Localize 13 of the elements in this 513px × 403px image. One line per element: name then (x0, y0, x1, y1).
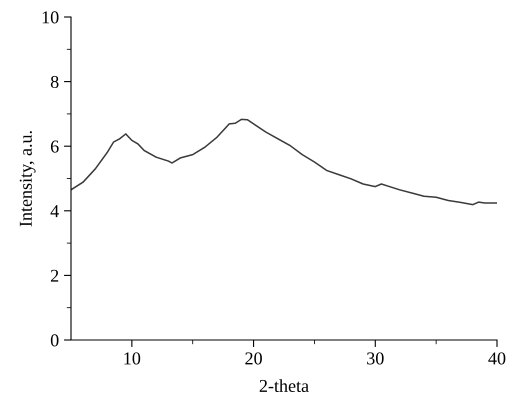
y-tick-label: 2 (50, 270, 58, 282)
y-tick-label: 6 (50, 140, 59, 153)
y-tick-label: 4 (50, 205, 59, 218)
x-tick-label: 20 (245, 352, 262, 365)
y-tick-label: 0 (50, 334, 59, 346)
x-axis-title: 2-theta (260, 379, 309, 392)
x-tick-label: 10 (124, 352, 140, 365)
y-axis-title: Intensity, a.u. (20, 131, 36, 226)
x-tick-label: 40 (488, 352, 506, 365)
line-series (71, 118, 497, 206)
y-tick-label: 8 (50, 76, 59, 88)
x-tick-label: 30 (367, 352, 384, 365)
y-tick-label: 10 (42, 11, 59, 24)
